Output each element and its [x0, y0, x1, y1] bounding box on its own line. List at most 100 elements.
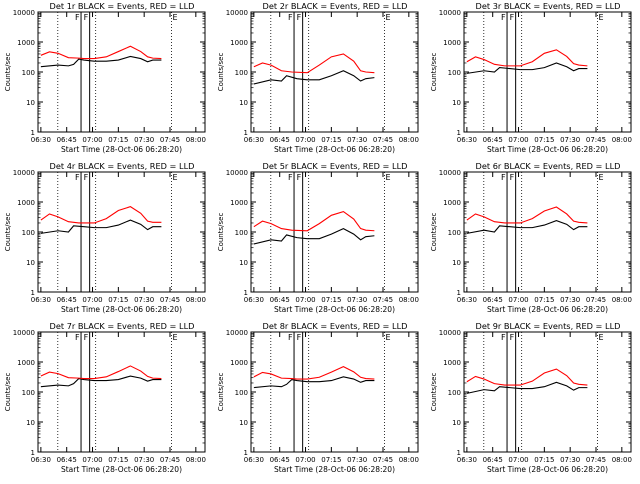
x-tick-label: 07:15 — [108, 136, 128, 144]
det-6r-chart: Det 6r BLACK = Events, RED = LLD 1 10 100 10… — [426, 160, 639, 320]
det-2r-chart: Det 2r BLACK = Events, RED = LLD 1 10 100 10… — [213, 0, 426, 160]
event-marker-label: F — [288, 333, 293, 342]
plot-frame — [463, 11, 632, 133]
det-3r-chart: Det 3r BLACK = Events, RED = LLD 1 10 100 10… — [426, 0, 639, 160]
x-tick-label: 07:15 — [108, 296, 128, 304]
event-marker-label: E — [598, 173, 603, 182]
event-marker-label: F — [75, 13, 80, 22]
event-marker-label: E — [385, 13, 390, 22]
x-tick-label: 07:30 — [134, 456, 154, 464]
chart-svg: Det 5r BLACK = Events, RED = LLD 1 10 100 10… — [217, 161, 419, 314]
plot-frame — [463, 171, 632, 293]
x-tick-label: 07:30 — [560, 136, 580, 144]
series-line-red — [40, 206, 162, 224]
series-line-black — [466, 220, 588, 234]
event-marker-label: F — [501, 13, 506, 22]
det-5r-chart: Det 5r BLACK = Events, RED = LLD 1 10 100 10… — [213, 160, 426, 320]
x-tick-label: 07:30 — [347, 456, 367, 464]
y-axis-label: Counts/sec — [4, 53, 12, 92]
x-tick-label: 07:15 — [534, 456, 554, 464]
y-axis-label: Counts/sec — [430, 53, 438, 92]
x-tick-label: 06:45 — [270, 456, 290, 464]
x-tick-label: 07:30 — [134, 296, 154, 304]
plot-frame — [250, 331, 419, 453]
x-tick-label: 08:00 — [186, 136, 206, 144]
event-marker-label: F — [510, 173, 515, 182]
event-marker-label: E — [385, 173, 390, 182]
x-tick-label: 07:00 — [508, 456, 528, 464]
event-marker-label: F — [297, 173, 302, 182]
y-tick-label: 100 — [22, 229, 35, 237]
x-tick-label: 06:45 — [57, 136, 77, 144]
chart-title: Det 5r BLACK = Events, RED = LLD — [263, 161, 408, 171]
x-tick-label: 07:15 — [321, 136, 341, 144]
event-marker-label: E — [172, 13, 177, 22]
y-tick-label: 1 — [457, 129, 461, 137]
y-axis-label: Counts/sec — [430, 213, 438, 252]
x-tick-label: 07:45 — [586, 136, 606, 144]
x-tick-label: 06:30 — [244, 296, 264, 304]
event-marker-label: F — [297, 13, 302, 22]
series-line-red — [466, 206, 588, 224]
series-line-black — [40, 375, 162, 388]
plot-frame — [37, 171, 206, 293]
y-tick-label: 10 — [239, 259, 248, 267]
y-tick-label: 1 — [244, 129, 248, 137]
event-marker-label: F — [84, 13, 89, 22]
series-line-red — [40, 45, 162, 60]
chart-title: Det 1r BLACK = Events, RED = LLD — [50, 1, 195, 11]
x-tick-label: 06:45 — [483, 456, 503, 464]
y-axis-label: Counts/sec — [217, 213, 225, 252]
y-tick-label: 1 — [244, 449, 248, 457]
y-tick-label: 100 — [448, 229, 461, 237]
chart-svg: Det 4r BLACK = Events, RED = LLD 1 10 100 10… — [4, 161, 206, 314]
x-tick-label: 08:00 — [186, 456, 206, 464]
y-tick-label: 10 — [26, 419, 35, 427]
y-axis-label: Counts/sec — [217, 53, 225, 92]
series-line-black — [253, 227, 375, 245]
y-tick-label: 100 — [235, 69, 248, 77]
y-tick-label: 100 — [235, 389, 248, 397]
chart-svg: Det 7r BLACK = Events, RED = LLD 1 10 100 10… — [4, 321, 206, 474]
y-tick-label: 10000 — [226, 9, 248, 17]
x-axis-label: Start Time (28-Oct-06 06:28:20) — [61, 465, 182, 474]
x-tick-label: 06:45 — [270, 136, 290, 144]
det-4r-chart: Det 4r BLACK = Events, RED = LLD 1 10 100 10… — [0, 160, 213, 320]
y-tick-label: 10 — [452, 419, 461, 427]
event-marker-label: F — [510, 13, 515, 22]
det-7r-chart: Det 7r BLACK = Events, RED = LLD 1 10 100 10… — [0, 320, 213, 480]
x-tick-label: 06:30 — [244, 456, 264, 464]
chart-svg: Det 1r BLACK = Events, RED = LLD 1 10 100 10… — [4, 1, 206, 154]
x-tick-label: 06:45 — [57, 296, 77, 304]
series-line-black — [40, 55, 162, 68]
x-tick-label: 06:45 — [483, 136, 503, 144]
event-marker-label: F — [297, 333, 302, 342]
y-tick-label: 1 — [457, 449, 461, 457]
x-tick-label: 07:00 — [508, 136, 528, 144]
x-tick-label: 07:45 — [586, 456, 606, 464]
event-marker-label: F — [288, 173, 293, 182]
y-axis-label: Counts/sec — [4, 373, 12, 412]
y-tick-label: 10 — [239, 419, 248, 427]
event-marker-label: F — [501, 333, 506, 342]
chart-svg: Det 8r BLACK = Events, RED = LLD 1 10 100 10… — [217, 321, 419, 474]
event-marker-label: F — [288, 13, 293, 22]
x-axis-label: Start Time (28-Oct-06 06:28:20) — [487, 305, 608, 314]
x-tick-label: 08:00 — [399, 456, 419, 464]
x-tick-label: 07:45 — [586, 296, 606, 304]
series-line-black — [253, 376, 375, 389]
chart-svg: Det 2r BLACK = Events, RED = LLD 1 10 100 10… — [217, 1, 419, 154]
chart-title: Det 2r BLACK = Events, RED = LLD — [263, 1, 408, 11]
y-tick-label: 10 — [239, 99, 248, 107]
x-tick-label: 07:00 — [508, 296, 528, 304]
event-marker-label: E — [598, 13, 603, 22]
x-tick-label: 07:30 — [560, 296, 580, 304]
x-tick-label: 08:00 — [612, 296, 632, 304]
x-tick-label: 08:00 — [186, 296, 206, 304]
x-tick-label: 08:00 — [399, 136, 419, 144]
series-line-black — [253, 70, 375, 85]
x-tick-label: 07:00 — [82, 296, 102, 304]
y-tick-label: 1000 — [443, 359, 461, 367]
plot-frame — [463, 331, 632, 453]
